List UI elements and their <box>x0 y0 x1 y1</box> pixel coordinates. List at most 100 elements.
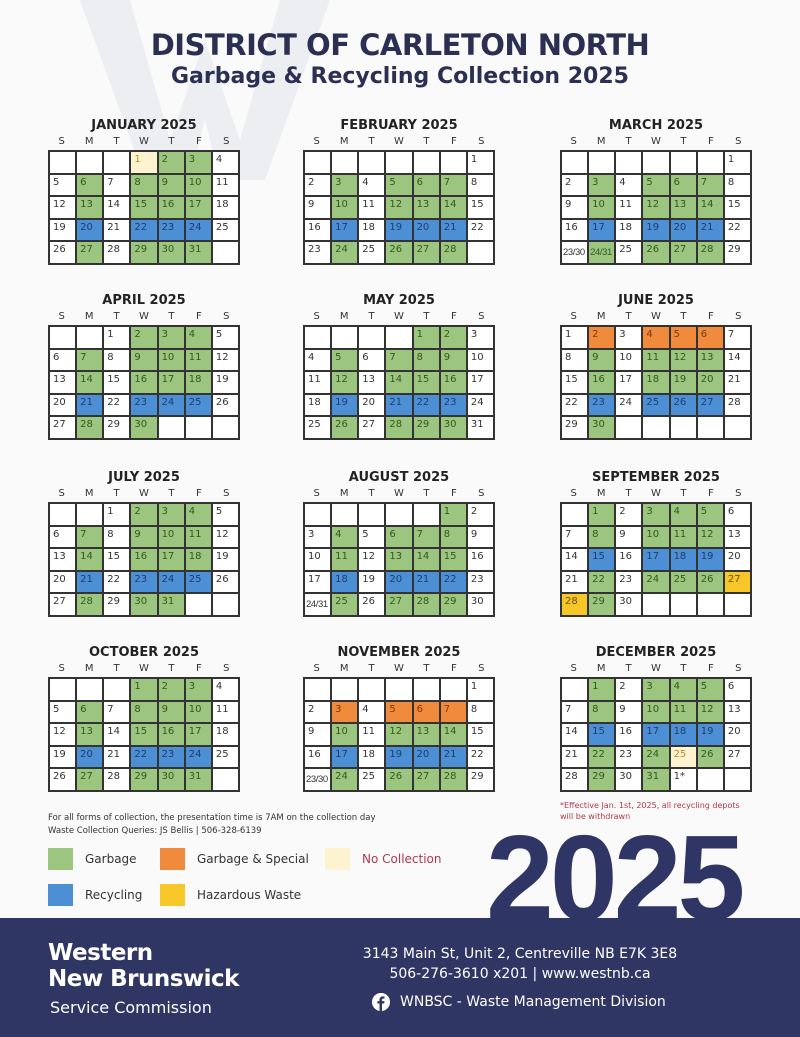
day-cell <box>331 151 359 174</box>
weekday-label: S <box>58 311 65 322</box>
weekday-label: T <box>680 488 687 499</box>
day-cell <box>358 326 386 349</box>
day-cell <box>331 326 359 349</box>
collection-notes: For all forms of collection, the present… <box>48 812 376 838</box>
legend-label: No Collection <box>362 852 442 866</box>
day-cell <box>439 151 467 174</box>
weekday-label: S <box>735 663 742 674</box>
day-cell <box>331 678 359 701</box>
day-cell <box>696 593 724 616</box>
day-cell: 5 <box>331 348 359 372</box>
day-cell: 12 <box>358 548 386 571</box>
day-cell: 14 <box>76 548 104 571</box>
weekday-label: T <box>113 488 120 499</box>
day-cell: 10 <box>157 525 185 549</box>
day-cell <box>412 678 440 701</box>
day-cell: 14 <box>103 196 131 219</box>
recycling-swatch <box>48 884 73 906</box>
day-cell: 25 <box>211 218 239 242</box>
day-cell: 6 <box>49 348 77 372</box>
day-cell: 3 <box>588 173 616 197</box>
day-cell: 5 <box>385 173 413 197</box>
weekday-label: S <box>570 663 577 674</box>
day-cell: 19 <box>642 218 670 242</box>
day-cell: 25 <box>184 570 212 594</box>
day-cell: 9 <box>304 196 332 219</box>
day-cell: 28 <box>412 593 440 616</box>
day-cell: 7 <box>723 326 751 349</box>
day-cell: 4 <box>211 151 239 174</box>
day-cell: 22 <box>723 218 751 242</box>
day-cell: 7 <box>561 525 589 549</box>
weekday-label: W <box>651 663 661 674</box>
day-cell: 14 <box>723 348 751 372</box>
day-cell <box>642 416 670 439</box>
day-cell-split: 24/31 <box>304 593 332 616</box>
weekday-label: M <box>339 488 349 499</box>
day-cell: 27 <box>385 593 413 616</box>
watermark-logo <box>80 0 330 180</box>
weekday-label: S <box>478 663 485 674</box>
day-cell <box>49 151 77 174</box>
day-cell: 21 <box>439 218 467 242</box>
day-cell: 28 <box>103 768 131 791</box>
page-subtitle: Garbage & Recycling Collection 2025 <box>171 64 629 89</box>
day-cell: 3 <box>157 503 185 526</box>
day-cell: 9 <box>157 173 185 197</box>
day-cell: 8 <box>588 525 616 549</box>
day-cell: 3 <box>466 326 494 349</box>
day-cell: 12 <box>49 196 77 219</box>
facebook-label: WNBSC - Waste Management Division <box>400 994 666 1010</box>
day-cell: 26 <box>331 416 359 439</box>
month-march: MARCH 2025 S M T W T F S 1 2 3 4 5 6 7 8 9 10 11 12 13 14 15 16… <box>560 116 752 265</box>
weekday-label: M <box>596 136 606 147</box>
day-cell: 14 <box>103 723 131 746</box>
day-cell: 5 <box>696 678 724 701</box>
day-cell: 30 <box>615 768 643 791</box>
day-cell: 26 <box>669 393 697 417</box>
day-cell: 6 <box>49 525 77 549</box>
month-grid: 1 2 3 4 5 6 7 8 9 10 11 12 13 14 15 16 17 18 19 20 21 22 23 24 2… <box>560 677 752 792</box>
day-cell: 7 <box>696 173 724 197</box>
day-cell: 5 <box>385 700 413 724</box>
day-cell: 25 <box>358 241 386 264</box>
day-cell: 11 <box>331 548 359 571</box>
month-february: FEBRUARY 2025 S M T W T F S 1 2 3 4 5 6 7 8 9 10 11 12 13 14 1… <box>303 116 495 265</box>
day-cell: 13 <box>76 723 104 746</box>
day-cell: 12 <box>696 525 724 549</box>
month-april: APRIL 2025 S M T W T F S 1 2 3 4 5 6 7 8 9 10 11 12 13 14 15 16… <box>48 291 240 440</box>
day-cell: 22 <box>561 393 589 417</box>
day-cell: 12 <box>211 348 239 372</box>
day-cell: 15 <box>103 371 131 394</box>
day-cell: 31 <box>184 768 212 791</box>
weekday-label: F <box>707 663 714 674</box>
weekday-label: T <box>680 663 687 674</box>
day-cell: 13 <box>723 700 751 724</box>
month-january: JANUARY 2025 S M T W T F S 1 2 3 4 5 6 7 8 9 10 11 12 13 14 15… <box>48 116 240 265</box>
day-cell: 24 <box>642 745 670 769</box>
day-cell: 12 <box>49 723 77 746</box>
day-cell: 1 <box>588 678 616 701</box>
day-cell: 14 <box>561 548 589 571</box>
no-collection-swatch <box>325 848 350 870</box>
day-cell: 16 <box>588 371 616 394</box>
day-cell: 7 <box>103 700 131 724</box>
legend-recycling: Recycling <box>48 884 142 906</box>
day-cell: 21 <box>76 393 104 417</box>
phone-website[interactable]: 506-276-3610 x201 | www.westnb.ca <box>389 966 651 982</box>
day-cell: 14 <box>696 196 724 219</box>
day-cell: 9 <box>561 196 589 219</box>
day-cell: 28 <box>561 768 589 791</box>
day-cell: 17 <box>331 745 359 769</box>
month-title: MARCH 2025 <box>608 118 704 133</box>
facebook-link[interactable]: WNBSC - Waste Management Division <box>372 992 666 1012</box>
day-cell: 5 <box>49 173 77 197</box>
day-cell: 18 <box>358 745 386 769</box>
day-cell: 3 <box>642 503 670 526</box>
weekday-label: S <box>313 663 320 674</box>
day-cell <box>304 326 332 349</box>
day-cell: 16 <box>439 371 467 394</box>
day-cell: 19 <box>696 723 724 746</box>
day-cell: 10 <box>642 525 670 549</box>
